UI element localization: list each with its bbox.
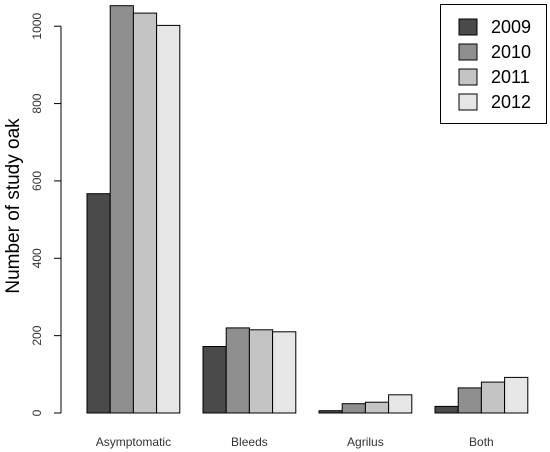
y-tick-label-800: 800 [30, 93, 44, 113]
y-tick-label-1000: 1000 [30, 13, 44, 40]
category-label-asymptomatic: Asymptomatic [96, 435, 171, 449]
bar-bleeds-2011 [248, 329, 274, 414]
bar-both-2010 [457, 387, 482, 414]
legend-box [440, 4, 547, 124]
legend-swatch-2011 [458, 68, 478, 86]
legend-swatch-2012 [458, 93, 478, 111]
bar-bleeds-2010 [225, 327, 250, 414]
bar-agrilus-2010 [341, 403, 366, 414]
y-tick-label-400: 400 [30, 248, 44, 268]
x-axis-categories: Asymptomatic Bleeds Agrilus Both [96, 435, 494, 449]
y-tick-label-200: 200 [30, 325, 44, 345]
bar-asymptomatic-2011 [132, 12, 158, 414]
legend-swatch-2010 [458, 43, 478, 61]
bar-agrilus-2009 [318, 410, 343, 414]
bars-group [86, 5, 529, 414]
bar-both-2011 [480, 381, 506, 414]
category-label-both: Both [469, 435, 494, 449]
bar-bleeds-2009 [202, 346, 227, 414]
legend-label-2009: 2009 [491, 17, 531, 37]
bar-bleeds-2012 [272, 331, 297, 414]
legend: 2009 2010 2011 2012 [440, 4, 547, 124]
y-axis: 0 200 400 600 800 1000 [30, 13, 62, 416]
category-label-agrilus: Agrilus [347, 435, 384, 449]
bar-asymptomatic-2012 [156, 24, 181, 414]
y-axis-label: Number of study oak [3, 118, 24, 294]
bar-both-2012 [504, 376, 529, 414]
bar-agrilus-2011 [364, 401, 390, 414]
bar-asymptomatic-2009 [86, 193, 111, 414]
legend-label-2012: 2012 [491, 92, 531, 112]
legend-label-2010: 2010 [491, 42, 531, 62]
bar-asymptomatic-2010 [109, 5, 134, 414]
bar-both-2009 [434, 405, 459, 414]
legend-label-2011: 2011 [491, 67, 530, 87]
bar-agrilus-2012 [388, 394, 413, 414]
category-label-bleeds: Bleeds [231, 435, 268, 449]
legend-swatch-2009 [458, 18, 478, 36]
y-tick-label-0: 0 [30, 409, 44, 416]
y-tick-label-600: 600 [30, 171, 44, 191]
